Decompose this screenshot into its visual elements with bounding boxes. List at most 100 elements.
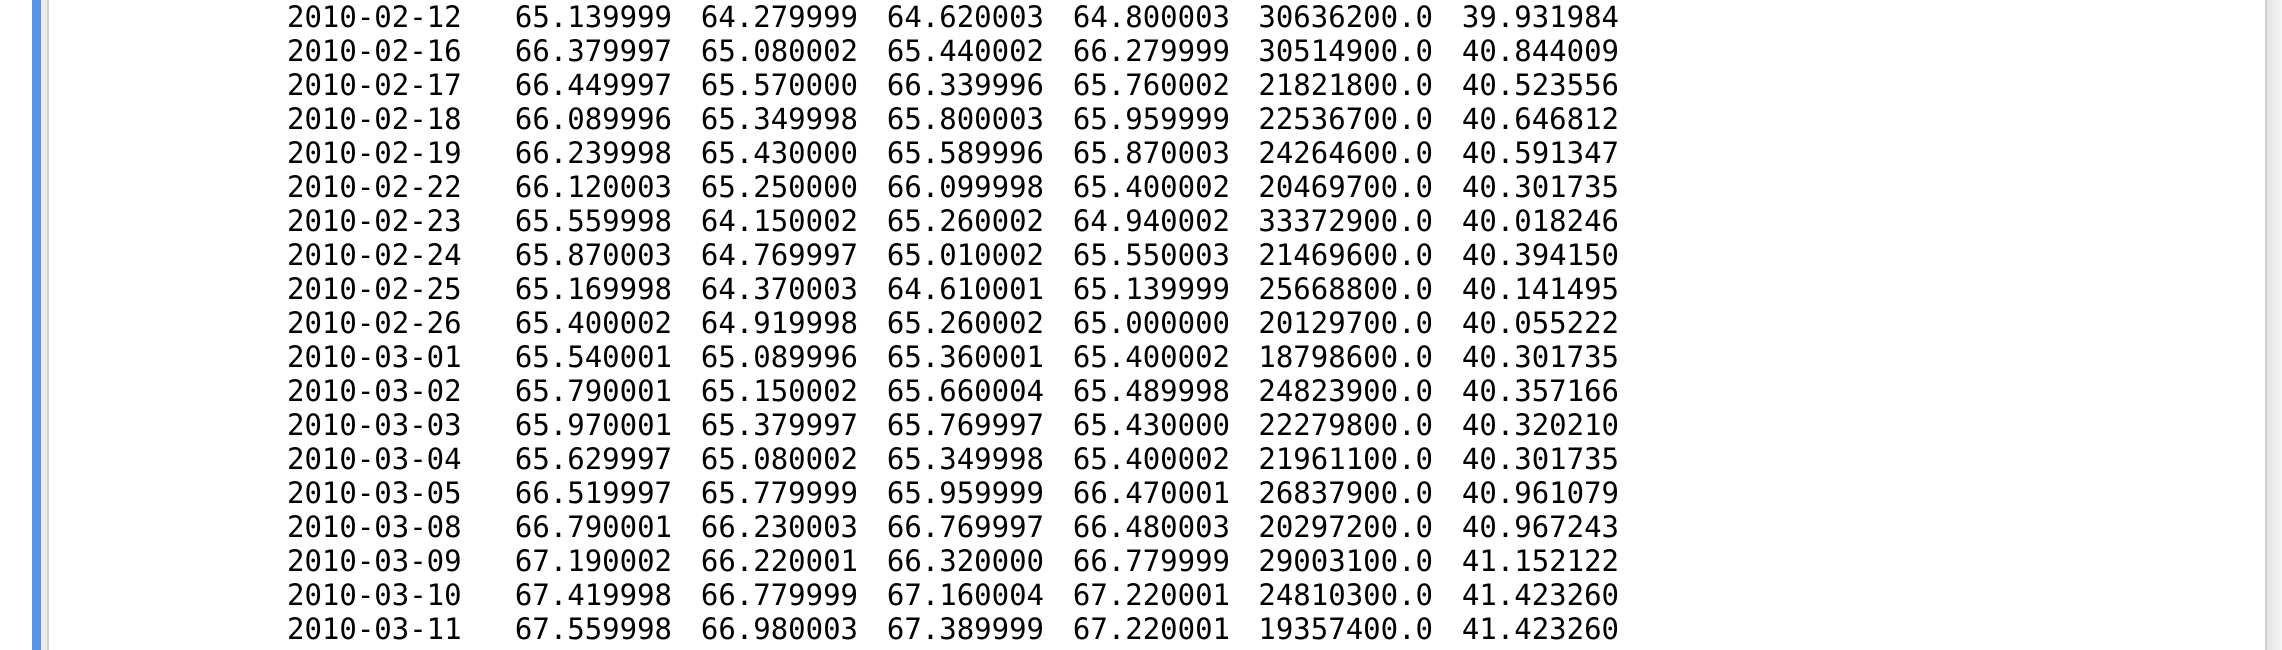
row-low-cell: 66.230003 <box>700 510 858 544</box>
row-volume-cell: 30514900.0 <box>1258 34 1433 68</box>
row-date-cell: 2010-02-26 <box>287 306 462 340</box>
row-volume-cell: 22279800.0 <box>1258 408 1433 442</box>
row-open-cell: 65.349998 <box>886 442 1044 476</box>
row-open-cell: 65.260002 <box>886 306 1044 340</box>
row-adj-close-cell: 40.961079 <box>1461 476 1619 510</box>
row-open-cell: 65.360001 <box>886 340 1044 374</box>
output-scroll-edge[interactable] <box>2267 0 2282 650</box>
row-open-cell: 65.440002 <box>886 34 1044 68</box>
table-row: 2010-02-26 65.400002 64.919998 65.260002 65.… <box>287 306 1619 340</box>
row-adj-close-cell: 40.357166 <box>1461 374 1619 408</box>
row-close-cell: 65.139999 <box>1072 272 1230 306</box>
row-open-cell: 66.339996 <box>886 68 1044 102</box>
row-open-cell: 64.610001 <box>886 272 1044 306</box>
row-adj-close-cell: 39.931984 <box>1461 0 1619 34</box>
row-low-cell: 65.570000 <box>700 68 858 102</box>
row-adj-close-cell: 40.320210 <box>1461 408 1619 442</box>
row-volume-cell: 21821800.0 <box>1258 68 1433 102</box>
row-high-cell: 66.519997 <box>514 476 672 510</box>
row-close-cell: 66.779999 <box>1072 544 1230 578</box>
row-close-cell: 65.400002 <box>1072 170 1230 204</box>
row-date-cell: 2010-03-01 <box>287 340 462 374</box>
row-volume-cell: 21961100.0 <box>1258 442 1433 476</box>
table-row: 2010-02-16 66.379997 65.080002 65.440002 66.… <box>287 34 1619 68</box>
row-date-cell: 2010-03-04 <box>287 442 462 476</box>
row-volume-cell: 25668800.0 <box>1258 272 1433 306</box>
row-low-cell: 65.250000 <box>700 170 858 204</box>
row-open-cell: 65.260002 <box>886 204 1044 238</box>
table-row: 2010-03-01 65.540001 65.089996 65.360001 65.… <box>287 340 1619 374</box>
row-high-cell: 66.089996 <box>514 102 672 136</box>
row-high-cell: 66.790001 <box>514 510 672 544</box>
row-close-cell: 65.870003 <box>1072 136 1230 170</box>
row-close-cell: 65.959999 <box>1072 102 1230 136</box>
row-adj-close-cell: 40.301735 <box>1461 442 1619 476</box>
row-open-cell: 65.959999 <box>886 476 1044 510</box>
row-volume-cell: 19357400.0 <box>1258 612 1433 646</box>
row-adj-close-cell: 40.301735 <box>1461 170 1619 204</box>
row-volume-cell: 33372900.0 <box>1258 204 1433 238</box>
row-open-cell: 65.010002 <box>886 238 1044 272</box>
row-date-cell: 2010-02-25 <box>287 272 462 306</box>
row-low-cell: 64.769997 <box>700 238 858 272</box>
row-date-cell: 2010-02-19 <box>287 136 462 170</box>
row-close-cell: 65.400002 <box>1072 442 1230 476</box>
table-row: 2010-02-23 65.559998 64.150002 65.260002 64.… <box>287 204 1619 238</box>
row-high-cell: 66.379997 <box>514 34 672 68</box>
row-open-cell: 65.800003 <box>886 102 1044 136</box>
row-open-cell: 65.769997 <box>886 408 1044 442</box>
row-high-cell: 65.790001 <box>514 374 672 408</box>
row-low-cell: 65.089996 <box>700 340 858 374</box>
row-low-cell: 65.150002 <box>700 374 858 408</box>
row-volume-cell: 24810300.0 <box>1258 578 1433 612</box>
row-high-cell: 65.970001 <box>514 408 672 442</box>
row-high-cell: 67.559998 <box>514 612 672 646</box>
row-adj-close-cell: 40.301735 <box>1461 340 1619 374</box>
table-row: 2010-03-03 65.970001 65.379997 65.769997 65.… <box>287 408 1619 442</box>
row-volume-cell: 20469700.0 <box>1258 170 1433 204</box>
row-volume-cell: 26837900.0 <box>1258 476 1433 510</box>
row-close-cell: 67.220001 <box>1072 578 1230 612</box>
row-low-cell: 64.370003 <box>700 272 858 306</box>
table-row: 2010-03-05 66.519997 65.779999 65.959999 66.… <box>287 476 1619 510</box>
row-adj-close-cell: 40.967243 <box>1461 510 1619 544</box>
row-close-cell: 66.279999 <box>1072 34 1230 68</box>
row-date-cell: 2010-02-18 <box>287 102 462 136</box>
row-high-cell: 67.419998 <box>514 578 672 612</box>
row-high-cell: 66.449997 <box>514 68 672 102</box>
row-date-cell: 2010-03-09 <box>287 544 462 578</box>
row-volume-cell: 29003100.0 <box>1258 544 1433 578</box>
row-date-cell: 2010-03-10 <box>287 578 462 612</box>
row-low-cell: 65.080002 <box>700 442 858 476</box>
row-high-cell: 65.629997 <box>514 442 672 476</box>
row-low-cell: 65.779999 <box>700 476 858 510</box>
row-high-cell: 67.190002 <box>514 544 672 578</box>
row-date-cell: 2010-02-12 <box>287 0 462 34</box>
row-adj-close-cell: 41.152122 <box>1461 544 1619 578</box>
row-close-cell: 64.940002 <box>1072 204 1230 238</box>
row-adj-close-cell: 40.844009 <box>1461 34 1619 68</box>
row-volume-cell: 22536700.0 <box>1258 102 1433 136</box>
row-open-cell: 67.389999 <box>886 612 1044 646</box>
row-low-cell: 66.220001 <box>700 544 858 578</box>
row-date-cell: 2010-02-17 <box>287 68 462 102</box>
table-row: 2010-03-10 67.419998 66.779999 67.160004 67.… <box>287 578 1619 612</box>
row-date-cell: 2010-03-02 <box>287 374 462 408</box>
row-low-cell: 64.150002 <box>700 204 858 238</box>
row-adj-close-cell: 40.523556 <box>1461 68 1619 102</box>
row-adj-close-cell: 40.646812 <box>1461 102 1619 136</box>
row-high-cell: 65.169998 <box>514 272 672 306</box>
row-high-cell: 66.239998 <box>514 136 672 170</box>
cell-selection-bar[interactable] <box>32 0 41 650</box>
row-close-cell: 65.489998 <box>1072 374 1230 408</box>
row-volume-cell: 20129700.0 <box>1258 306 1433 340</box>
row-low-cell: 66.779999 <box>700 578 858 612</box>
row-open-cell: 66.099998 <box>886 170 1044 204</box>
table-row: 2010-03-02 65.790001 65.150002 65.660004 65.… <box>287 374 1619 408</box>
cell-gutter <box>41 0 47 650</box>
table-row: 2010-03-08 66.790001 66.230003 66.769997 66.… <box>287 510 1619 544</box>
row-volume-cell: 21469600.0 <box>1258 238 1433 272</box>
row-date-cell: 2010-02-16 <box>287 34 462 68</box>
table-row: 2010-02-24 65.870003 64.769997 65.010002 65.… <box>287 238 1619 272</box>
